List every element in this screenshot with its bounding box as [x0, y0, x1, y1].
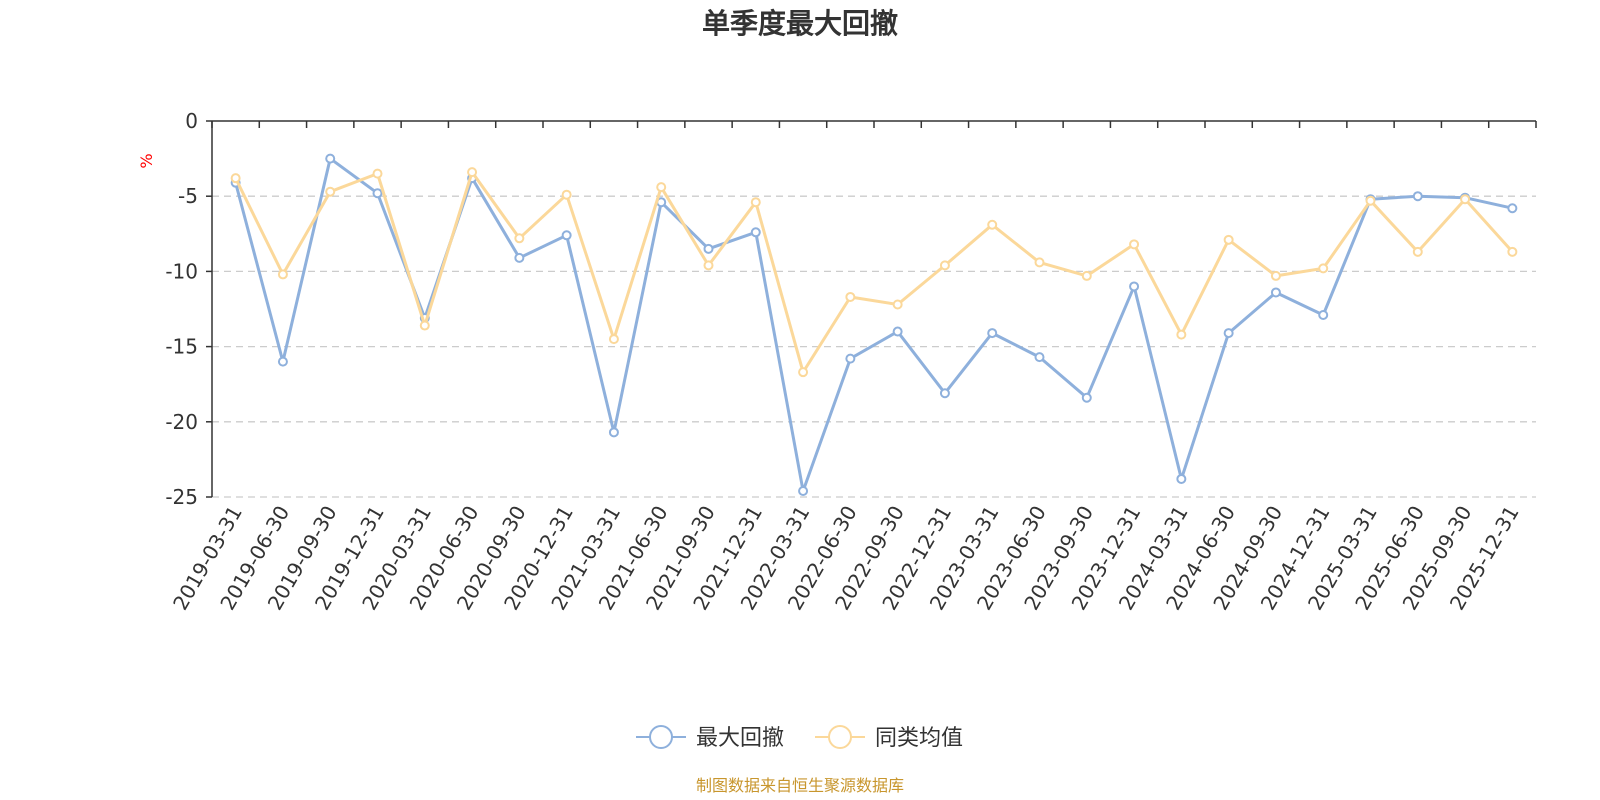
series-lines [230, 153, 1518, 496]
series-1-point-20 [1176, 329, 1187, 340]
series-1-point-7 [561, 189, 572, 200]
series-1-point-11 [750, 197, 761, 208]
series-1-point-14 [892, 299, 903, 310]
series-1-point-0 [230, 173, 241, 184]
series-1-point-16 [987, 219, 998, 230]
data-source-note: 制图数据来自恒生聚源数据库 [696, 776, 904, 795]
legend-marker-0 [649, 725, 673, 749]
legend-label-0: 最大回撤 [696, 726, 784, 751]
series-1-point-12 [798, 367, 809, 378]
series-1-point-22 [1270, 270, 1281, 281]
series-0-point-7 [561, 230, 572, 241]
series-1-point-27 [1507, 246, 1518, 257]
series-0-point-15 [939, 388, 950, 399]
series-0-point-20 [1176, 473, 1187, 484]
y-tick-label-1: -5 [178, 184, 198, 208]
series-0-point-13 [845, 353, 856, 364]
series-0-point-10 [703, 243, 714, 254]
legend: 最大回撤 同类均值 [636, 725, 963, 751]
chart-title: 单季度最大回撤 [702, 7, 898, 40]
series-1-point-15 [939, 260, 950, 271]
y-tick-label-5: -25 [165, 485, 198, 509]
series-1-point-19 [1129, 239, 1140, 250]
series-1-point-1 [277, 269, 288, 280]
series-0-point-8 [608, 427, 619, 438]
series-1-point-9 [656, 182, 667, 193]
series-0-point-22 [1270, 287, 1281, 298]
series-0-point-6 [514, 252, 525, 263]
series-1-point-18 [1081, 270, 1092, 281]
y-tick-label-0: 0 [185, 109, 198, 133]
series-line-1 [234, 170, 1514, 374]
series-0-point-1 [277, 356, 288, 367]
series-1-point-21 [1223, 234, 1234, 245]
y-tick-label-2: -10 [165, 259, 198, 283]
series-1-point-23 [1318, 263, 1329, 274]
legend-marker-1 [828, 725, 852, 749]
series-0-point-21 [1223, 328, 1234, 339]
y-tick-label-3: -15 [165, 335, 198, 359]
series-0-point-12 [798, 485, 809, 496]
series-1-point-8 [608, 334, 619, 345]
y-tick-label-4: -20 [165, 410, 198, 434]
series-1-point-17 [1034, 257, 1045, 268]
series-0-point-23 [1318, 310, 1329, 321]
series-0-point-17 [1034, 352, 1045, 363]
series-1-point-4 [419, 320, 430, 331]
series-1-point-13 [845, 291, 856, 302]
series-0-point-3 [372, 188, 383, 199]
series-0-point-19 [1129, 281, 1140, 292]
series-1-point-26 [1460, 194, 1471, 205]
legend-label-1: 同类均值 [875, 726, 963, 751]
series-1-point-25 [1412, 246, 1423, 257]
series-0-point-2 [325, 153, 336, 164]
series-1-point-10 [703, 260, 714, 271]
series-0-point-11 [750, 227, 761, 238]
series-1-point-2 [325, 186, 336, 197]
y-axis-unit-label: % [137, 153, 156, 168]
series-0-point-27 [1507, 203, 1518, 214]
series-1-point-6 [514, 233, 525, 244]
series-0-point-14 [892, 326, 903, 337]
series-1-point-24 [1365, 195, 1376, 206]
series-0-point-16 [987, 328, 998, 339]
series-1-point-5 [467, 167, 478, 178]
series-0-point-25 [1412, 191, 1423, 202]
series-0-point-18 [1081, 392, 1092, 403]
series-1-point-3 [372, 168, 383, 179]
